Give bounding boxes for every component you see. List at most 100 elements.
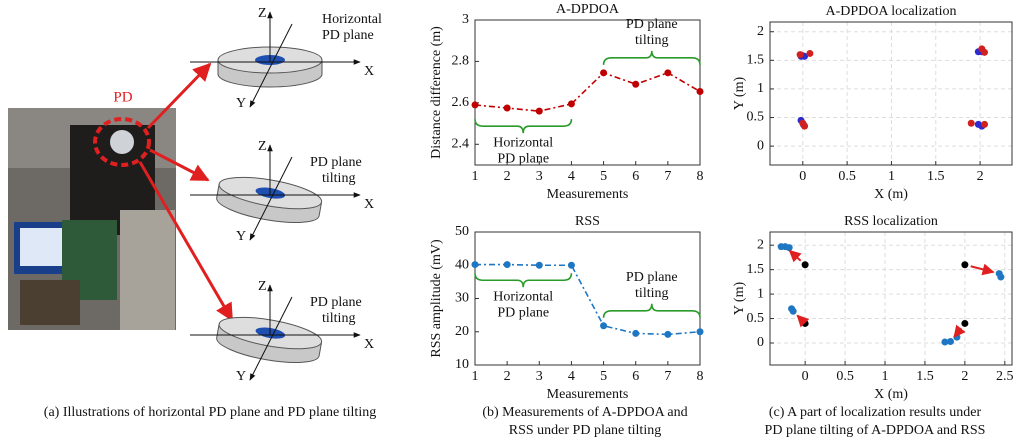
axis-letter: Z: [258, 139, 267, 154]
data-point: [664, 69, 672, 77]
data-point: [781, 243, 789, 251]
data-point: [788, 305, 796, 313]
disc-diagram: [216, 316, 323, 363]
y-axis: [249, 296, 293, 381]
disc-diagram: [216, 176, 323, 223]
displacement-arrow: [970, 263, 995, 276]
disc-label: tilting: [322, 311, 355, 326]
annotation: PD plane: [626, 270, 678, 285]
x-axis-label: Measurements: [547, 187, 629, 202]
data-point: [567, 100, 575, 108]
x-tick-label: 8: [697, 369, 704, 384]
data-point: [600, 322, 608, 330]
data-point: [981, 120, 989, 128]
x-tick-label: 2: [504, 369, 511, 384]
annotation: PD plane: [497, 305, 549, 320]
disc-label: Horizontal: [322, 12, 382, 27]
caption-b: RSS under PD plane tilting: [509, 423, 661, 438]
y-tick-label: 2: [757, 237, 764, 252]
displacement-arrow: [796, 314, 810, 328]
x-tick-label: 0: [799, 169, 806, 184]
pd-highlight: [93, 117, 151, 167]
data-point: [535, 261, 543, 269]
axis-letter: Z: [258, 279, 267, 294]
data-point: [632, 329, 640, 337]
disc-label: PD plane: [310, 295, 362, 310]
y-tick-label: 0.5: [747, 110, 765, 125]
y-tick-label: 40: [455, 257, 469, 272]
y-tick-label: 1.5: [747, 262, 765, 277]
x-tick-label: 0: [802, 369, 809, 384]
y-tick-label: 1: [757, 286, 764, 301]
chart-title: A-DPDOA localization: [825, 4, 956, 19]
x-tick-label: 4: [568, 369, 575, 384]
data-point: [696, 87, 704, 95]
displacement-arrow: [953, 324, 966, 338]
data-point: [961, 261, 969, 269]
y-tick-label: 50: [455, 224, 469, 239]
x-tick-label: 2.5: [996, 369, 1014, 384]
data-line: [475, 263, 701, 336]
x-tick-label: 0.5: [838, 169, 856, 184]
caption-b: (b) Measurements of A-DPDOA and: [482, 405, 687, 420]
y-axis: [249, 23, 293, 108]
data-point: [632, 80, 640, 88]
annotation: PD plane: [497, 151, 549, 166]
x-tick-label: 4: [568, 169, 575, 184]
brace: [474, 273, 573, 288]
x-tick-label: 7: [664, 369, 671, 384]
data-point: [947, 338, 955, 346]
y-tick-label: 1.5: [747, 53, 765, 68]
pd-label: PD: [113, 89, 132, 105]
displacement-arrow: [788, 249, 802, 263]
x-tick-label: 1.5: [927, 169, 945, 184]
data-point: [471, 261, 479, 269]
x-axis-label: X (m): [874, 187, 908, 202]
data-point: [995, 270, 1003, 278]
x-tick-label: 2: [977, 169, 984, 184]
y-tick-label: 2.4: [452, 137, 470, 152]
brace: [474, 119, 573, 134]
y-tick-label: 30: [455, 291, 469, 306]
pointer-arrows: [138, 62, 234, 322]
x-axis-label: X (m): [874, 387, 908, 402]
annotation: Horizontal: [493, 135, 553, 150]
y-tick-label: 0: [757, 335, 764, 350]
y-axis-label: RSS amplitude (mV): [429, 239, 444, 358]
y-tick-label: 1: [757, 81, 764, 96]
y-axis-label: Y (m): [732, 282, 747, 316]
axis-letter: X: [364, 197, 374, 212]
brace: [602, 303, 701, 318]
data-point: [664, 330, 672, 338]
data-point: [967, 119, 975, 127]
axis-letter: X: [364, 337, 374, 352]
caption-a: (a) Illustrations of horizontal PD plane…: [44, 405, 376, 420]
data-point: [471, 101, 479, 109]
x-tick-label: 3: [536, 169, 543, 184]
y-tick-label: 0: [757, 138, 764, 153]
chart-title: RSS localization: [844, 214, 938, 229]
x-axis-label: Measurements: [547, 387, 629, 402]
x-tick-label: 2: [961, 369, 968, 384]
data-point: [801, 319, 809, 327]
x-tick-label: 5: [600, 369, 607, 384]
x-tick-label: 3: [536, 369, 543, 384]
y-tick-label: 2.8: [452, 54, 470, 69]
data-point: [796, 51, 804, 59]
axis-letter: X: [364, 64, 374, 79]
y-tick-label: 0.5: [747, 311, 765, 326]
caption-c: (c) A part of localization results under: [769, 405, 982, 420]
x-tick-label: 1.5: [916, 369, 934, 384]
plot-frame: [769, 231, 1013, 366]
axis-letter: Y: [236, 229, 246, 244]
chart-title: A-DPDOA: [556, 2, 620, 17]
data-point: [961, 319, 969, 327]
x-tick-label: 2: [504, 169, 511, 184]
y-axis: [249, 156, 293, 241]
x-tick-label: 6: [632, 369, 639, 384]
data-point: [696, 328, 704, 336]
chart-title: RSS: [575, 214, 600, 229]
axis-letter: Y: [236, 369, 246, 384]
plot-frame: [769, 21, 1013, 166]
